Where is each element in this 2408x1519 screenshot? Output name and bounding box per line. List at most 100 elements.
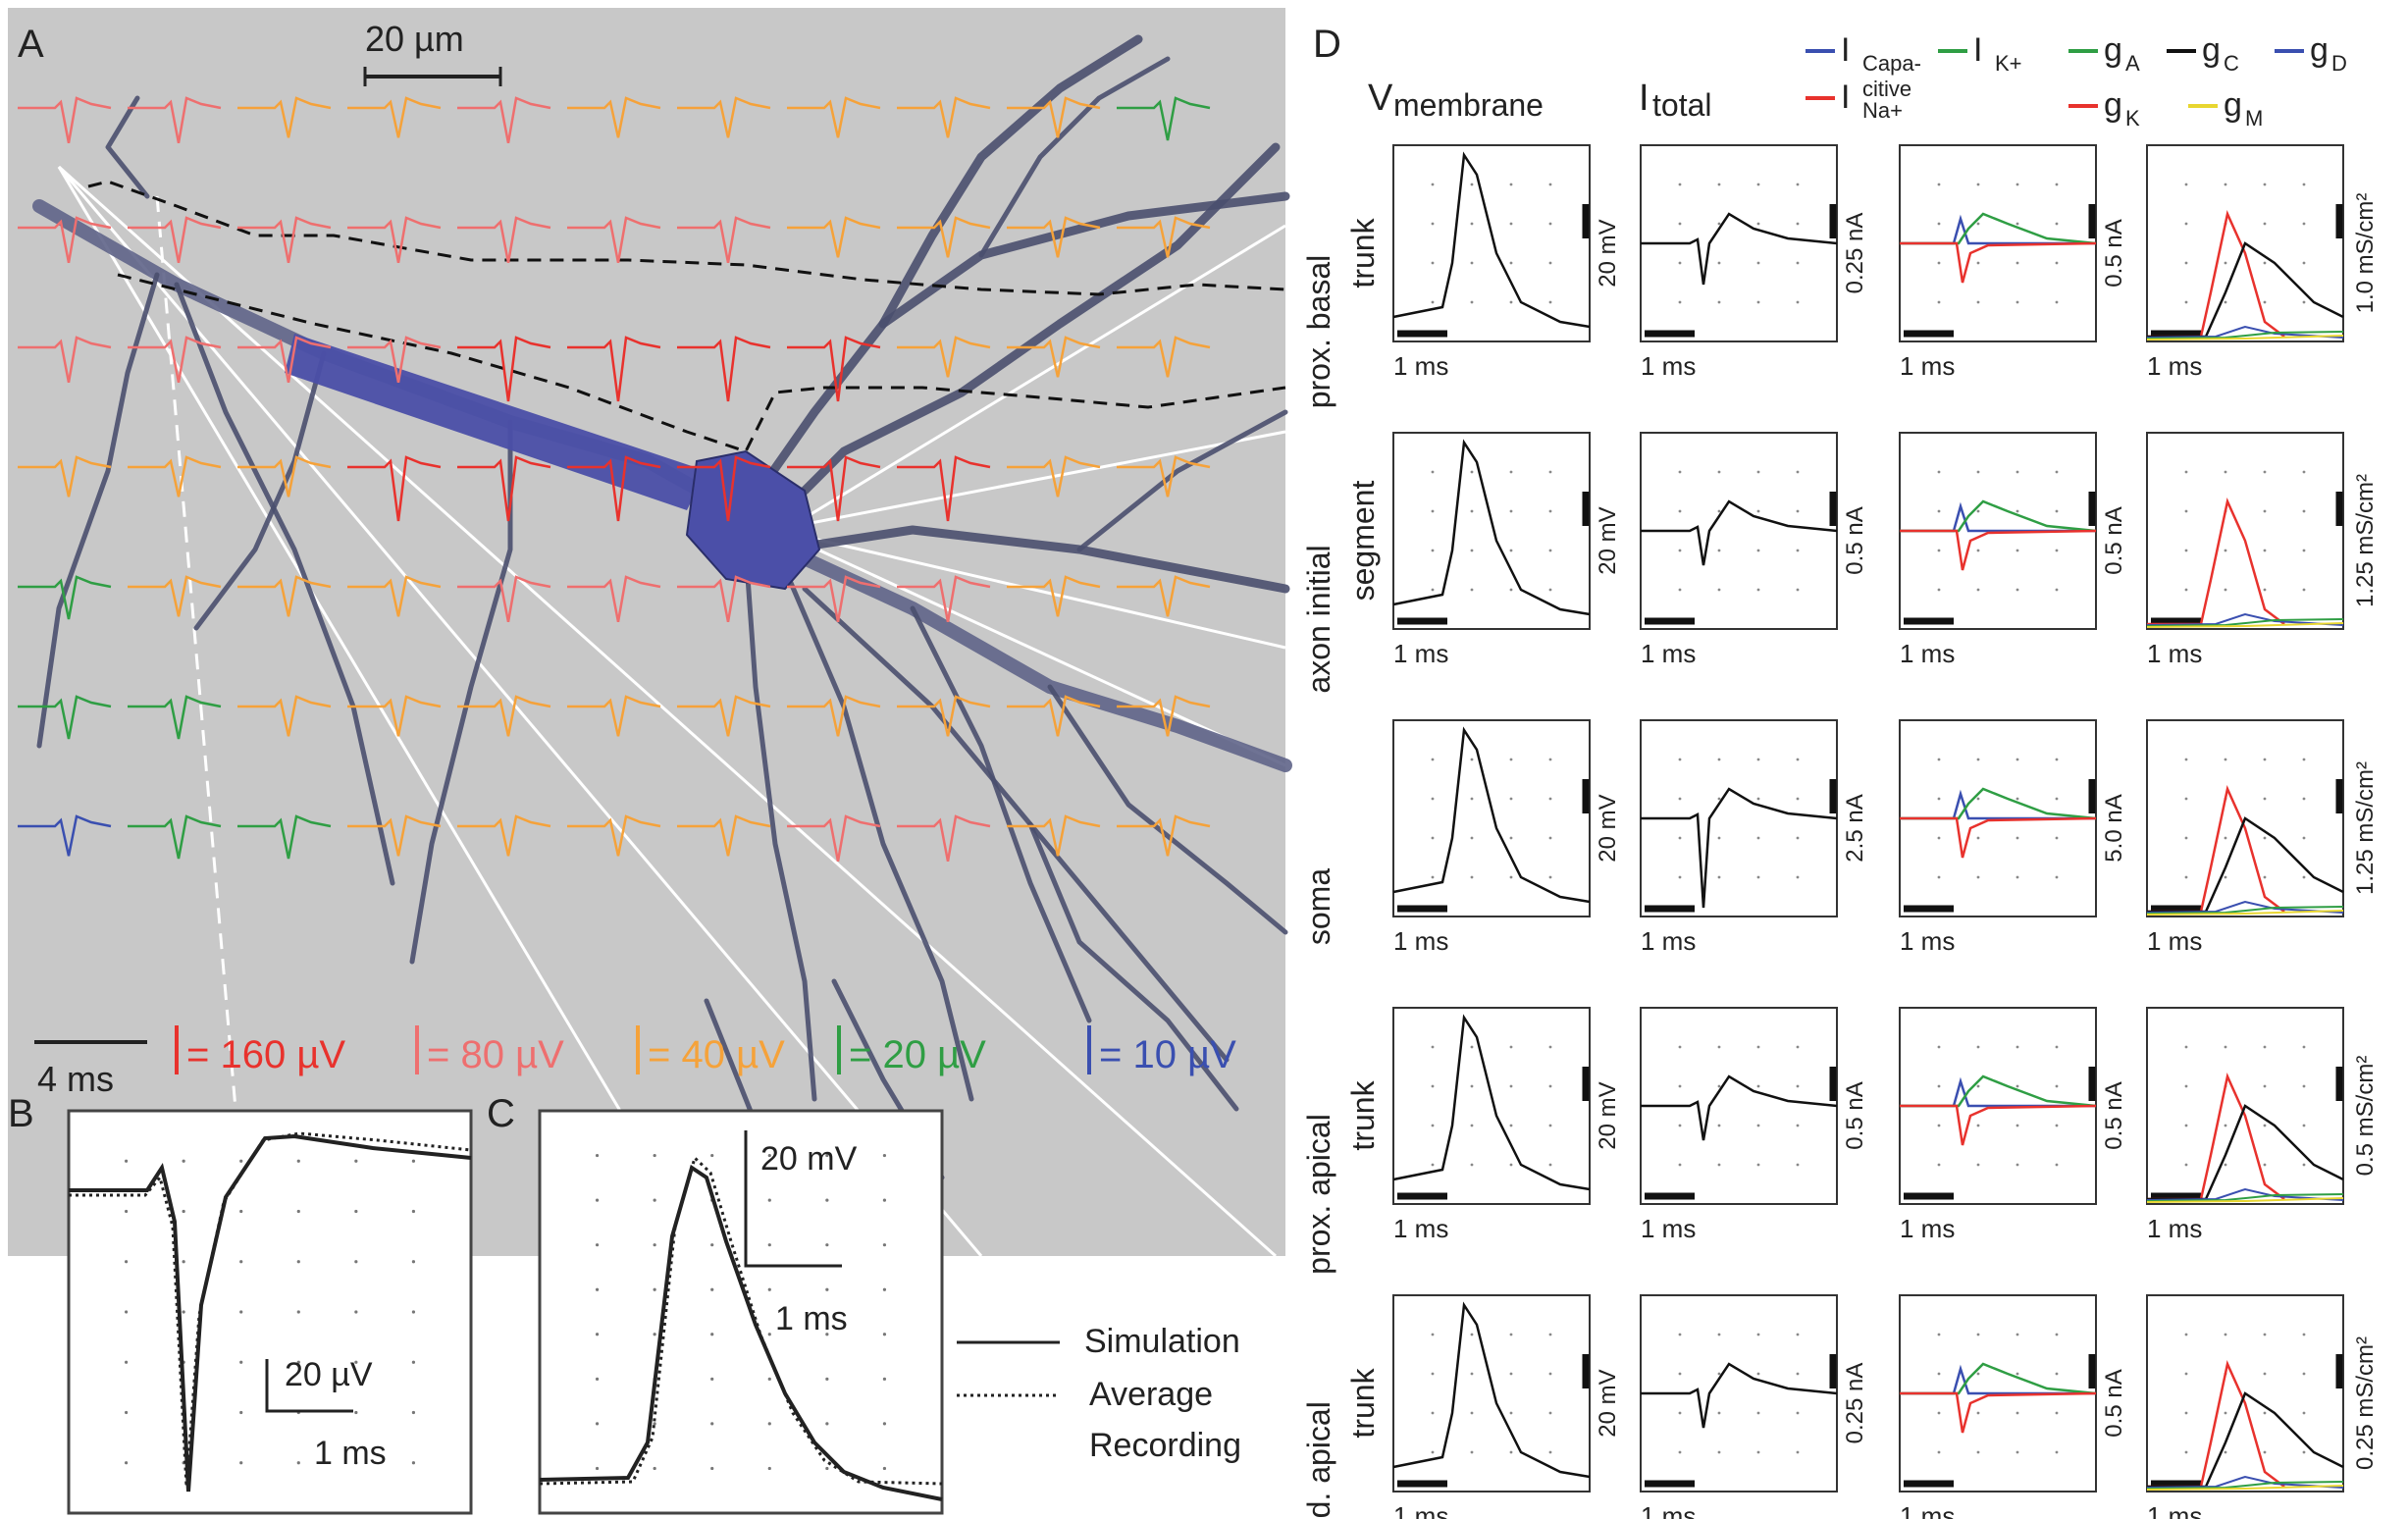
small-plot: 1 ms 0.5 nA	[1899, 1294, 2127, 1519]
space-scale-bar: 20 µm	[363, 19, 502, 86]
grid-dot	[1976, 1450, 1980, 1454]
gd-trace	[2146, 1187, 2344, 1201]
time-bar-label: 1 ms	[1900, 1214, 1955, 1243]
grid-dot	[1796, 549, 1800, 552]
small-plot: 1 ms 1.25 mS/cm²	[2146, 719, 2379, 956]
gd-trace	[2146, 1475, 2344, 1489]
grid-dot	[882, 1422, 887, 1426]
ina-trace	[1900, 816, 2097, 859]
gm-trace	[2146, 335, 2344, 340]
grid-dot	[2184, 836, 2188, 840]
grid-dot	[1756, 1045, 1760, 1049]
grid-dot	[239, 1461, 243, 1465]
grid-dot	[2263, 509, 2267, 513]
dendrite-branch	[174, 282, 395, 886]
spike-trace	[347, 575, 442, 617]
grid-dot	[1509, 1450, 1513, 1454]
grid-dot	[1976, 1124, 1980, 1127]
grid-dot	[1678, 470, 1682, 474]
spike-trace	[18, 695, 112, 740]
grid-dot	[2263, 836, 2267, 840]
grid-dot	[1548, 183, 1552, 186]
grid-dot	[1431, 509, 1435, 513]
amp-scale-label: 0.25 nA	[1842, 213, 1868, 294]
time-scale-bar: 4 ms	[34, 1040, 147, 1099]
grid-dot	[2302, 509, 2306, 513]
legend-subscript: Na+	[1862, 98, 1903, 123]
grid-dot	[2224, 1450, 2227, 1454]
grid-dot	[2015, 875, 2019, 879]
grid-dot	[1976, 1084, 1980, 1088]
panel-b-scale: 20 µV 1 ms	[265, 1356, 387, 1472]
grid-dot	[2184, 1450, 2188, 1454]
grid-dot	[2263, 183, 2267, 186]
grid-dot	[1678, 1450, 1682, 1454]
amp-scale-label: 20 mV	[1595, 219, 1621, 287]
grid-dot	[2263, 1084, 2267, 1088]
spike-trace	[1117, 814, 1211, 857]
grid-dot	[2302, 1450, 2306, 1454]
grid-dot	[595, 1198, 600, 1202]
grid-dot	[1470, 261, 1474, 265]
grid-dot	[2055, 1045, 2059, 1049]
grid-dot	[2263, 261, 2267, 265]
grid-dot	[1509, 836, 1513, 840]
grid-dot	[1717, 549, 1721, 552]
grid-dot	[1678, 1084, 1682, 1088]
grid-dot	[1678, 836, 1682, 840]
gm-trace	[2146, 622, 2344, 628]
spike-trace	[677, 575, 771, 622]
grid-dot	[653, 1466, 656, 1471]
grid-dot	[1509, 588, 1513, 592]
small-plot: 1 ms 20 mV	[1392, 719, 1621, 956]
grid-dot	[1796, 588, 1800, 592]
row-label: axon initial segment	[1301, 481, 1381, 694]
grid-dot	[1548, 1450, 1552, 1454]
time-bar-label: 1 ms	[1641, 1501, 1696, 1519]
grid-dot	[1470, 875, 1474, 879]
spike-trace	[677, 216, 771, 263]
grid-dot	[1548, 1045, 1552, 1049]
ga-trace	[2146, 618, 2344, 627]
grid-dot	[767, 1153, 771, 1158]
grid-dot	[1976, 261, 1980, 265]
grid-dot	[1976, 222, 1980, 226]
grid-dot	[2302, 1411, 2306, 1415]
ina-trace	[1900, 1104, 2097, 1146]
spike-trace	[18, 216, 112, 263]
grid-dot	[1796, 261, 1800, 265]
conductance-scale-label: 1.25 mS/cm²	[2352, 474, 2379, 607]
grid-dot	[2302, 549, 2306, 552]
grid-dot	[1937, 836, 1941, 840]
spike-trace	[457, 814, 551, 857]
grid-dot	[1796, 1045, 1800, 1049]
legend-subscript: K	[2125, 106, 2140, 131]
row-label-line1: axon initial	[1301, 545, 1336, 693]
time-bar-label: 1 ms	[1393, 926, 1448, 956]
grid-dot	[1717, 1084, 1721, 1088]
grid-dot	[1509, 797, 1513, 801]
grid-dot	[1678, 509, 1682, 513]
row-label: prox. basal trunk	[1301, 217, 1381, 408]
grid-dot	[1756, 875, 1760, 879]
grid-dot	[1509, 1411, 1513, 1415]
grid-dot	[882, 1466, 887, 1471]
small-plot: 1 ms 0.5 nA	[1640, 432, 1868, 668]
ina-trace	[1900, 1391, 2097, 1434]
grid-dot	[595, 1422, 600, 1426]
time-bar-label: 1 ms	[2147, 639, 2202, 668]
amp-scale-label: 0.5 nA	[2101, 506, 2127, 574]
grid-dot	[2224, 1163, 2227, 1167]
panel-c-legend: Simulation Average Recording	[957, 1323, 1241, 1464]
grid-dot	[2015, 183, 2019, 186]
time-scale-label: 4 ms	[37, 1059, 114, 1099]
spike-trace	[787, 695, 881, 737]
grid-dot	[1796, 222, 1800, 226]
grid-dot	[1548, 758, 1552, 761]
grid-dot	[1509, 1124, 1513, 1127]
spike-trace	[128, 575, 222, 617]
grid-dot	[2015, 1045, 2019, 1049]
small-plot: 1 ms 0.5 nA	[1899, 1007, 2127, 1243]
ik-trace	[1900, 499, 2097, 533]
spike-trace	[567, 814, 661, 857]
